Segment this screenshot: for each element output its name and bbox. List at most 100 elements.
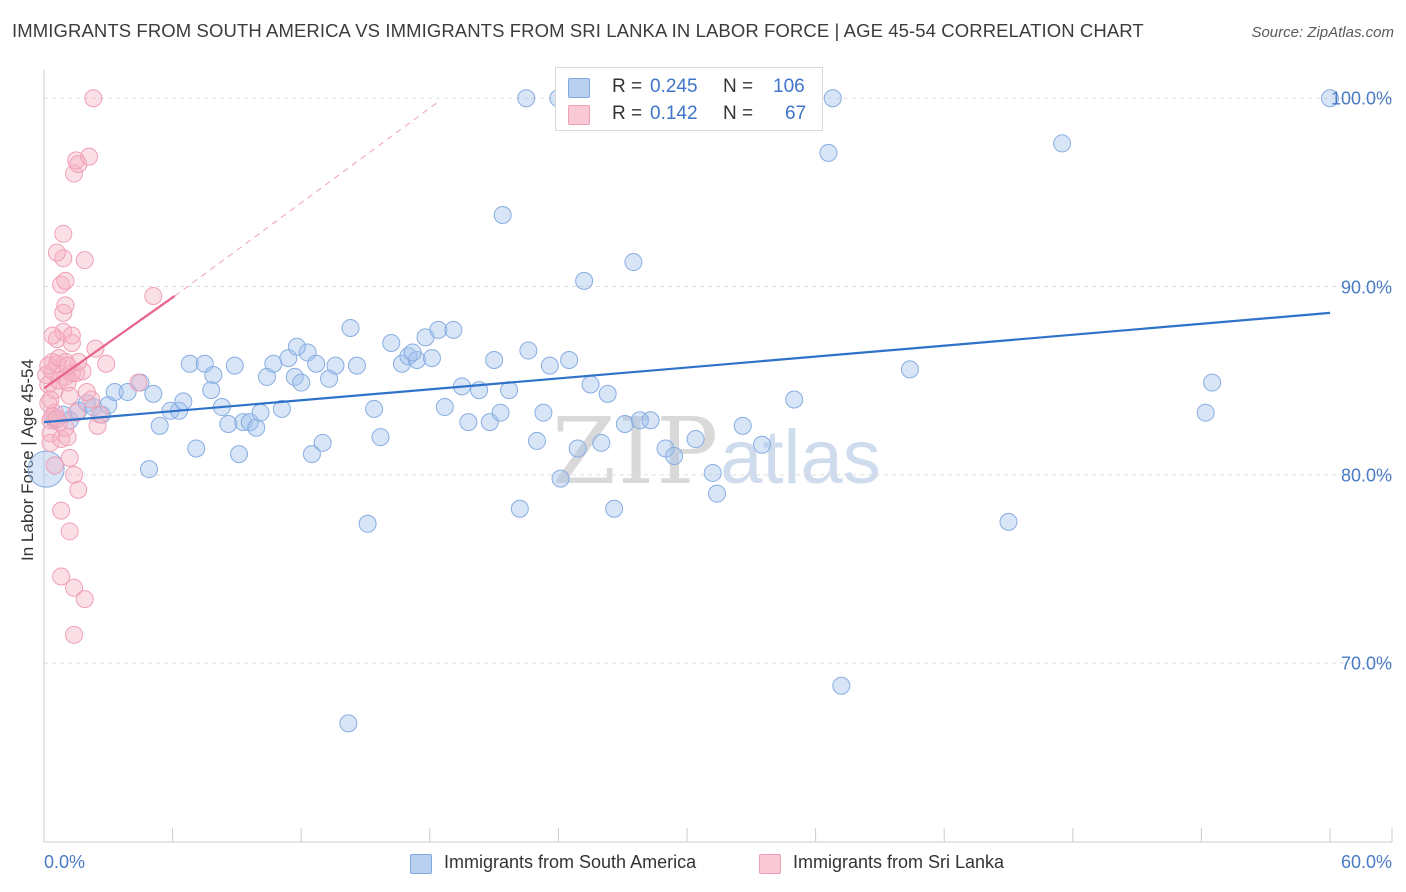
sri-lanka-point [41,433,60,452]
south-america-point [605,499,624,518]
south-america-point [581,375,600,394]
south-america-point [1203,373,1222,392]
south-america-point [320,369,339,388]
south-america-point [686,430,705,449]
sri-lanka-point [84,89,103,108]
stats-box: R = 0.245 N = 106 R = 0.142 N = 67 [555,67,823,131]
legend: Immigrants from South America Immigrants… [0,852,1406,878]
south-america-point [733,416,752,435]
sri-lanka-point [52,567,71,586]
sri-lanka-point [80,147,99,166]
south-america-point [1196,403,1215,422]
south-america-point [225,356,244,375]
south-america-point [247,418,266,437]
south-america-point [219,414,238,433]
south-america-point [326,356,345,375]
south-america-point [575,271,594,290]
sri-lanka-point [62,334,81,353]
x-tick-min: 0.0% [44,852,86,872]
south-america-point [187,439,206,458]
south-america-point [382,334,401,353]
sri-lanka-point [62,326,81,345]
south-america-point [347,356,366,375]
south-america-point [493,205,512,224]
south-america-point [1321,89,1339,108]
south-america-point [307,354,326,373]
south-america-point [339,714,358,733]
south-america-point [753,435,772,454]
south-america-point [403,343,422,362]
south-america-point [703,463,722,482]
y-tick-label: 90.0% [1340,277,1392,298]
sri-lanka-point [75,251,94,270]
sri-lanka-point [56,296,75,315]
south-america-point [264,354,283,373]
south-america-point [313,433,332,452]
south-america-point [819,143,838,162]
south-america-point [144,384,163,403]
stats-swatch-blue [568,78,590,98]
stats-r-label: R = [612,76,643,97]
sri-lanka-point [67,403,86,422]
x-tick-max: 60.0% [1340,852,1392,872]
south-america-point [592,433,611,452]
sri-lanka-point [45,456,64,475]
stats-n-value: 106 [773,76,805,97]
legend-label: Immigrants from South America [444,852,697,872]
chart-title: IMMIGRANTS FROM SOUTH AMERICA VS IMMIGRA… [12,20,1144,41]
y-tick-label: 80.0% [1340,465,1392,486]
south-america-point [392,354,411,373]
sri-lanka-point [41,390,60,409]
sri-lanka-point [65,578,84,597]
south-america-point [302,445,321,464]
south-america-point [251,403,270,422]
south-america-point [823,89,842,108]
stats-n-value: 67 [785,103,807,124]
south-america-point [459,413,478,432]
sri-lanka-point [65,625,84,644]
south-america-point [708,484,727,503]
legend-label: Immigrants from Sri Lanka [793,852,1005,872]
south-america-trendline [43,311,1331,424]
stats-n-label: N = [723,103,754,124]
sri-lanka-point [75,590,94,609]
south-america-point [341,318,360,337]
south-america-point [257,367,276,386]
sri-lanka-point [54,224,73,243]
sri-lanka-point [144,286,163,305]
sri-lanka-point [65,465,84,484]
south-america-point [630,411,649,430]
south-america-point [204,366,223,385]
legend-swatch-blue [410,854,432,874]
south-america-point [510,499,529,518]
sri-lanka-point [60,386,79,405]
south-america-point [568,439,587,458]
south-america-point [444,320,463,339]
south-america-point [519,341,538,360]
south-america-point [202,381,221,400]
sri-lanka-point [97,354,116,373]
south-america-point [371,428,390,447]
south-america-point [358,514,377,533]
sri-lanka-point [90,405,109,424]
south-america-point [150,416,169,435]
y-tick-label: 100.0% [1330,88,1392,109]
south-america-point [365,399,384,418]
south-america-point [174,392,193,411]
sri-lanka-point [69,480,88,499]
south-america-point [665,447,684,465]
sri-lanka-point [65,164,84,183]
south-america-point [140,460,159,479]
south-america-point [517,89,536,108]
sri-lanka-point [86,339,105,358]
sri-lanka-point [77,382,96,401]
stats-r-label: R = [612,103,643,124]
sri-lanka-point [60,448,79,467]
stats-r-value: 0.142 [650,103,698,124]
sri-lanka-trendline-extension [174,99,441,297]
south-america-point [1053,134,1072,153]
sri-lanka-point [52,501,71,520]
south-america-point [540,356,559,375]
south-america-point [551,469,570,488]
